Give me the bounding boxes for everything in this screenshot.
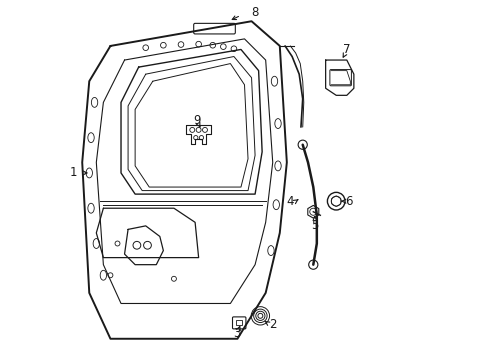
Text: 3: 3 <box>233 327 240 340</box>
Text: 4: 4 <box>286 195 293 208</box>
Text: 7: 7 <box>343 43 350 56</box>
Text: 6: 6 <box>344 195 352 208</box>
Text: 2: 2 <box>268 318 276 331</box>
Text: 9: 9 <box>193 113 200 126</box>
Text: 1: 1 <box>69 166 77 179</box>
Text: 8: 8 <box>251 6 258 19</box>
Bar <box>236 320 242 325</box>
Text: 5: 5 <box>311 219 318 232</box>
